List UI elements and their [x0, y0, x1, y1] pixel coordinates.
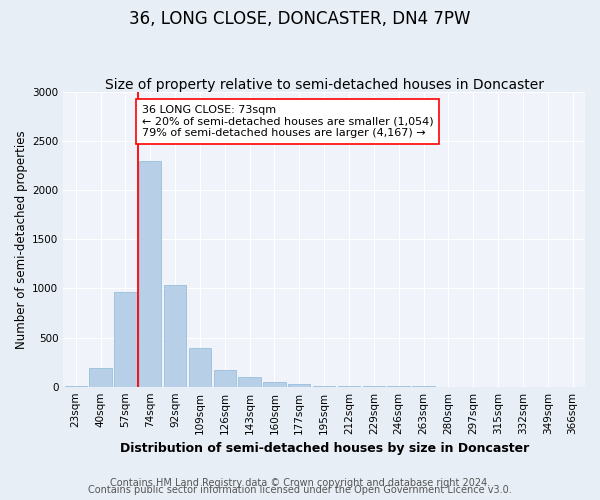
Bar — [288, 384, 310, 386]
Text: Contains public sector information licensed under the Open Government Licence v3: Contains public sector information licen… — [88, 485, 512, 495]
Text: Contains HM Land Registry data © Crown copyright and database right 2024.: Contains HM Land Registry data © Crown c… — [110, 478, 490, 488]
Bar — [238, 377, 261, 386]
Bar — [139, 161, 161, 386]
Bar — [189, 348, 211, 387]
X-axis label: Distribution of semi-detached houses by size in Doncaster: Distribution of semi-detached houses by … — [119, 442, 529, 455]
Bar — [89, 368, 112, 386]
Bar — [114, 292, 137, 386]
Y-axis label: Number of semi-detached properties: Number of semi-detached properties — [15, 130, 28, 348]
Bar — [164, 284, 186, 386]
Title: Size of property relative to semi-detached houses in Doncaster: Size of property relative to semi-detach… — [104, 78, 544, 92]
Text: 36, LONG CLOSE, DONCASTER, DN4 7PW: 36, LONG CLOSE, DONCASTER, DN4 7PW — [129, 10, 471, 28]
Bar — [214, 370, 236, 386]
Bar — [263, 382, 286, 386]
Text: 36 LONG CLOSE: 73sqm
← 20% of semi-detached houses are smaller (1,054)
79% of se: 36 LONG CLOSE: 73sqm ← 20% of semi-detac… — [142, 105, 433, 138]
